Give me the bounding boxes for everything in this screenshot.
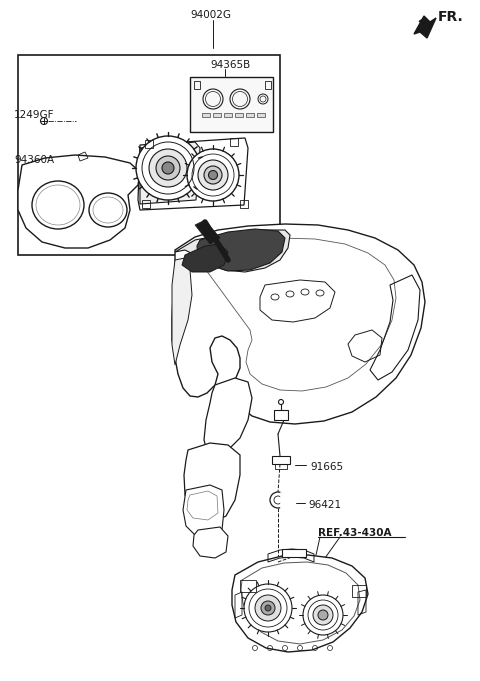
Polygon shape (280, 492, 287, 508)
Polygon shape (195, 220, 220, 244)
Polygon shape (140, 142, 200, 204)
Ellipse shape (303, 595, 343, 635)
Bar (240, 580, 256, 592)
Ellipse shape (270, 492, 286, 508)
Text: 91665: 91665 (310, 462, 343, 472)
Text: 96421: 96421 (308, 500, 341, 510)
Bar (265, 81, 271, 89)
Bar (257, 113, 265, 117)
Ellipse shape (261, 601, 275, 615)
Ellipse shape (208, 170, 217, 180)
Polygon shape (182, 244, 228, 272)
Polygon shape (172, 224, 425, 424)
Bar (275, 464, 287, 469)
Ellipse shape (187, 149, 239, 201)
Bar (246, 113, 254, 117)
Bar (352, 585, 366, 597)
Bar (18, 55, 280, 255)
Text: 94365B: 94365B (210, 60, 250, 70)
Polygon shape (197, 229, 285, 271)
Ellipse shape (278, 400, 284, 405)
Ellipse shape (198, 160, 228, 190)
Bar (235, 113, 243, 117)
Ellipse shape (149, 149, 187, 187)
Polygon shape (184, 443, 240, 522)
Ellipse shape (265, 605, 271, 611)
Ellipse shape (204, 166, 222, 184)
Bar (272, 456, 290, 464)
Polygon shape (193, 527, 228, 558)
Polygon shape (414, 16, 436, 38)
Text: 94002G: 94002G (190, 10, 231, 20)
Bar (202, 113, 210, 117)
Text: FR.: FR. (438, 10, 464, 24)
Polygon shape (232, 555, 368, 652)
Ellipse shape (244, 584, 292, 632)
Polygon shape (175, 230, 290, 272)
Polygon shape (204, 378, 252, 458)
Ellipse shape (318, 610, 328, 620)
Bar (282, 549, 306, 557)
Bar (145, 140, 153, 148)
Bar (274, 410, 288, 420)
Bar (240, 200, 248, 208)
Text: 94360A: 94360A (14, 155, 54, 165)
Text: REF.43-430A: REF.43-430A (318, 528, 392, 538)
Text: 1249GF: 1249GF (14, 110, 55, 120)
Bar (224, 113, 232, 117)
Ellipse shape (313, 605, 333, 625)
Polygon shape (18, 155, 140, 248)
Polygon shape (172, 258, 192, 365)
Ellipse shape (162, 162, 174, 174)
Bar (194, 81, 200, 89)
Polygon shape (183, 485, 224, 538)
Bar (230, 138, 238, 146)
Ellipse shape (255, 595, 281, 621)
Ellipse shape (136, 136, 200, 200)
Ellipse shape (156, 156, 180, 180)
Bar (142, 200, 150, 208)
Bar (190, 77, 273, 132)
Bar (213, 113, 221, 117)
Ellipse shape (40, 118, 48, 125)
